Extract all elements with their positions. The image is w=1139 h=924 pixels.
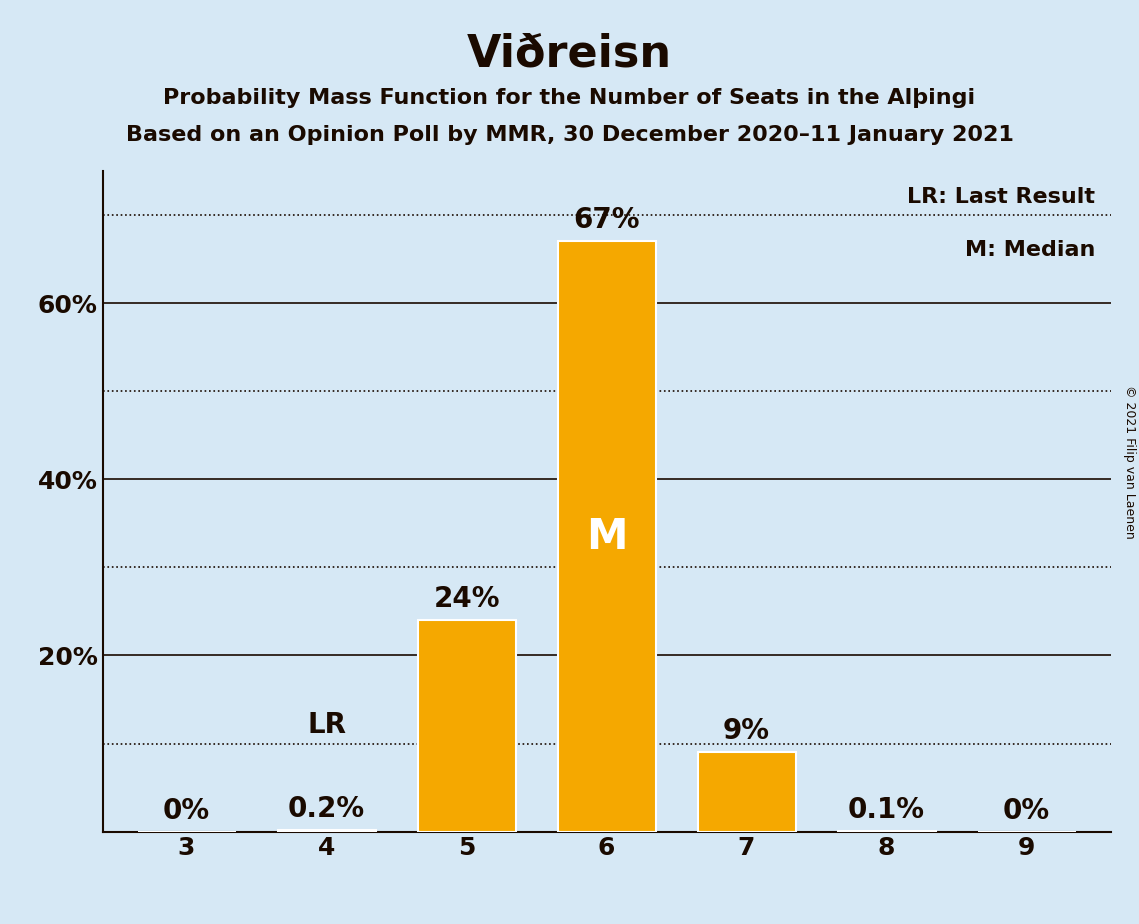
- Text: Based on an Opinion Poll by MMR, 30 December 2020–11 January 2021: Based on an Opinion Poll by MMR, 30 Dece…: [125, 125, 1014, 145]
- Bar: [557, 241, 656, 832]
- Bar: [418, 620, 516, 832]
- Text: 0%: 0%: [1003, 796, 1050, 824]
- Text: Viðreisn: Viðreisn: [467, 32, 672, 76]
- Text: M: M: [585, 516, 628, 557]
- Text: © 2021 Filip van Laenen: © 2021 Filip van Laenen: [1123, 385, 1137, 539]
- Text: 24%: 24%: [433, 585, 500, 614]
- Text: LR: Last Result: LR: Last Result: [908, 188, 1096, 208]
- Text: 9%: 9%: [723, 717, 770, 746]
- Text: LR: LR: [308, 711, 346, 739]
- Text: 67%: 67%: [573, 206, 640, 235]
- Text: M: Median: M: Median: [965, 240, 1096, 261]
- Text: Probability Mass Function for the Number of Seats in the Alþingi: Probability Mass Function for the Number…: [163, 88, 976, 108]
- Bar: [697, 752, 795, 832]
- Text: 0%: 0%: [163, 796, 210, 824]
- Text: 0.1%: 0.1%: [849, 796, 925, 823]
- Text: 0.2%: 0.2%: [288, 795, 366, 822]
- Bar: [278, 830, 376, 832]
